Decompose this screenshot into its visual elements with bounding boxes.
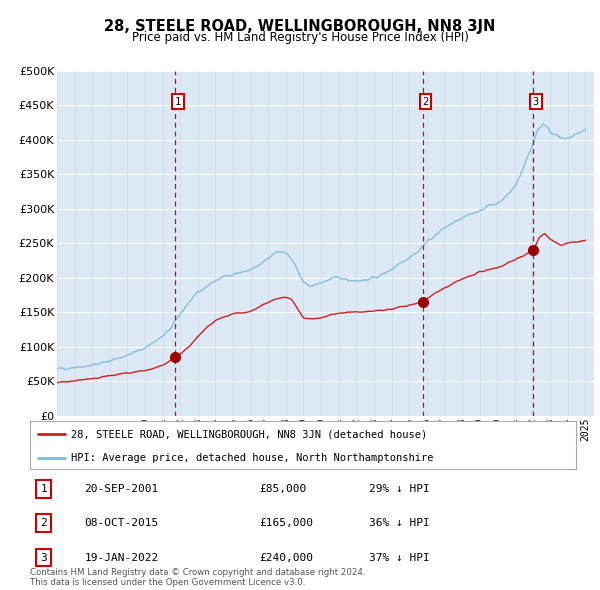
Text: 1: 1: [175, 97, 181, 107]
Text: £85,000: £85,000: [259, 484, 307, 494]
Text: 2: 2: [40, 519, 47, 528]
Text: 1: 1: [40, 484, 47, 494]
Text: HPI: Average price, detached house, North Northamptonshire: HPI: Average price, detached house, Nort…: [71, 453, 433, 463]
Text: 19-JAN-2022: 19-JAN-2022: [85, 553, 159, 562]
Text: 20-SEP-2001: 20-SEP-2001: [85, 484, 159, 494]
Text: £165,000: £165,000: [259, 519, 313, 528]
Text: 29% ↓ HPI: 29% ↓ HPI: [368, 484, 429, 494]
Text: Price paid vs. HM Land Registry's House Price Index (HPI): Price paid vs. HM Land Registry's House …: [131, 31, 469, 44]
Text: 3: 3: [533, 97, 539, 107]
Text: 28, STEELE ROAD, WELLINGBOROUGH, NN8 3JN (detached house): 28, STEELE ROAD, WELLINGBOROUGH, NN8 3JN…: [71, 429, 427, 439]
Text: 28, STEELE ROAD, WELLINGBOROUGH, NN8 3JN: 28, STEELE ROAD, WELLINGBOROUGH, NN8 3JN: [104, 19, 496, 34]
Text: 36% ↓ HPI: 36% ↓ HPI: [368, 519, 429, 528]
Text: 3: 3: [40, 553, 47, 562]
Text: £240,000: £240,000: [259, 553, 313, 562]
Text: Contains HM Land Registry data © Crown copyright and database right 2024.
This d: Contains HM Land Registry data © Crown c…: [30, 568, 365, 587]
Text: 08-OCT-2015: 08-OCT-2015: [85, 519, 159, 528]
Text: 2: 2: [422, 97, 428, 107]
Text: 37% ↓ HPI: 37% ↓ HPI: [368, 553, 429, 562]
